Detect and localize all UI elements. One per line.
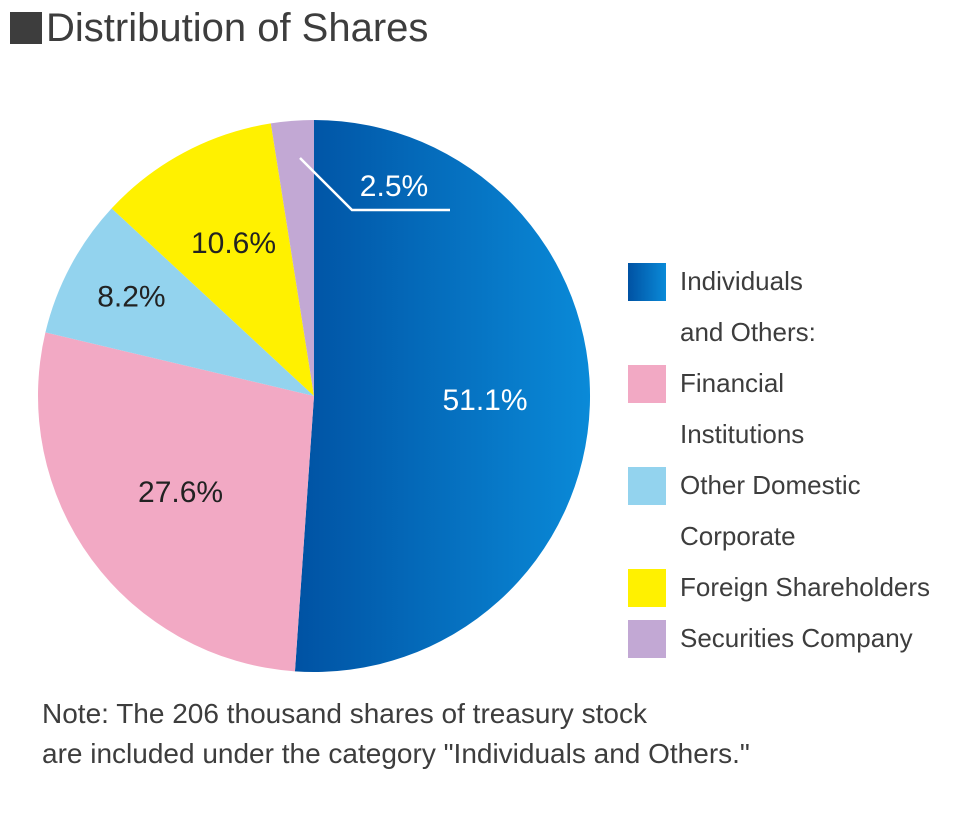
pie-slice-securities-company	[270, 120, 314, 396]
legend-label: Other Domestic Corporate	[680, 460, 861, 562]
legend-label-line: Securities Company	[680, 623, 913, 653]
pie-slice-individuals-and-others	[294, 120, 591, 673]
legend-label: Securities Company	[680, 613, 913, 664]
legend-label: Foreign Shareholders	[680, 562, 930, 613]
legend-swatch	[628, 467, 666, 505]
footnote: Note: The 206 thousand shares of treasur…	[42, 694, 750, 774]
legend-swatch	[628, 620, 666, 658]
pie-slice-financial-institutions	[37, 332, 314, 672]
chart-title-block: Distribution of Shares	[10, 4, 428, 52]
slice-value-label: 27.6%	[138, 476, 223, 509]
leader-line	[299, 157, 450, 212]
pie-slice-foreign-shareholders	[111, 123, 315, 397]
legend-label-line: Other Domestic	[680, 470, 861, 500]
legend-label-line: Corporate	[680, 521, 796, 551]
legend-label-line: Institutions	[680, 419, 805, 449]
slice-value-label: 2.5%	[360, 170, 428, 203]
chart-title: Distribution of Shares	[46, 6, 429, 50]
pie-slice-labels: 51.1% 27.6% 8.2% 10.6% 2.5%	[97, 157, 528, 509]
legend-label-line: Individuals	[680, 266, 803, 296]
legend-label-line: Financial	[680, 368, 785, 398]
footnote-line-2: are included under the category "Individ…	[42, 738, 750, 769]
legend-label: Individuals and Others:	[680, 256, 816, 358]
legend-swatch	[628, 365, 666, 403]
slice-value-label: 10.6%	[191, 227, 276, 260]
slice-value-label: 8.2%	[97, 281, 165, 314]
legend-label-line: and Others:	[680, 317, 816, 347]
legend-label-line: Foreign Shareholders	[680, 572, 931, 602]
legend-label: Financial Institutions	[680, 358, 804, 460]
slice-value-label: 51.1%	[442, 384, 527, 417]
pie-slice-other-domestic-corporate	[45, 208, 315, 396]
legend-swatch	[628, 263, 666, 301]
footnote-line-1: Note: The 206 thousand shares of treasur…	[42, 698, 647, 729]
pie-slices	[37, 120, 591, 673]
title-square-icon	[10, 12, 42, 44]
legend-swatch	[628, 569, 666, 607]
